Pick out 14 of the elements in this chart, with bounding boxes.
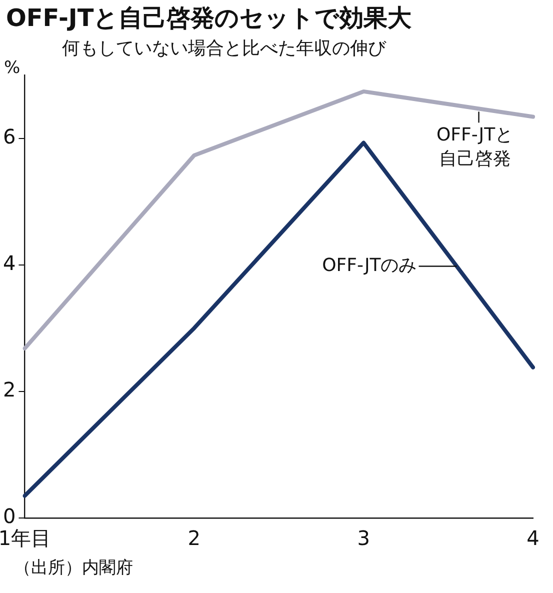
text: （出所）内閣府 (14, 557, 133, 579)
x-tick-label: 3 (357, 526, 370, 550)
y-tick-label: 4 (2, 251, 16, 276)
series-label: OFF-JTと自己啓発 (436, 124, 514, 170)
y-tick-label: 0 (2, 504, 16, 528)
y-tick-label: 2 (2, 378, 16, 402)
x-tick-label: 1年目 (0, 526, 52, 550)
y-axis-title: % (4, 58, 20, 78)
x-tick-label: 4 (526, 526, 540, 550)
chart-title: OFF-JTと自己啓発のセットで効果大 (6, 3, 412, 34)
x-tick-label: 2 (188, 526, 201, 550)
y-tick-label: 6 (2, 124, 16, 148)
chart-subtitle: 何もしていない場合と比べた年収の伸び (62, 37, 386, 60)
series-label: OFF-JTのみ (322, 254, 417, 276)
